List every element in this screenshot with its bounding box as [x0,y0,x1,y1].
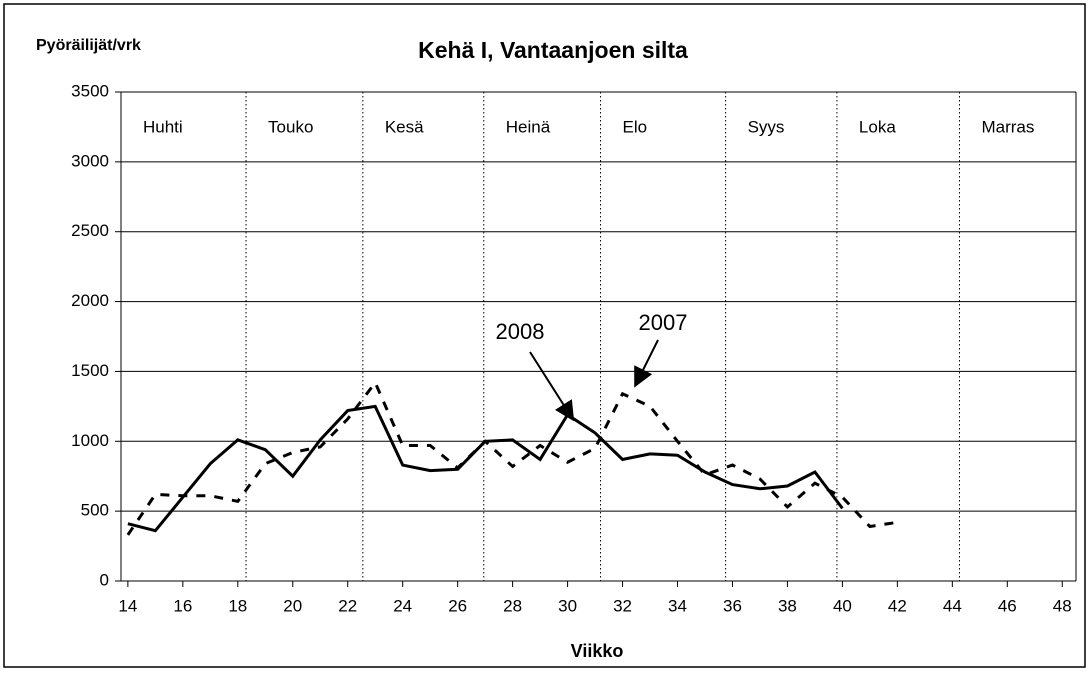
x-tick-label: 30 [558,596,577,615]
y-tick-label: 2000 [71,291,109,310]
x-tick-label: 24 [393,596,412,615]
x-tick-label: 16 [173,596,192,615]
y-tick-label: 1500 [71,361,109,380]
frame [3,3,1086,668]
month-label: Heinä [506,117,551,136]
y-tick-label: 500 [81,501,109,520]
y-tick-label: 0 [100,570,109,589]
x-tick-label: 46 [998,596,1017,615]
y-tick-label: 3500 [71,81,109,100]
x-tick-label: 20 [283,596,302,615]
y-tick-label: 2500 [71,221,109,240]
month-label: Touko [268,117,313,136]
month-label: Syys [748,117,785,136]
month-label: Loka [859,117,896,136]
y-tick-label: 3000 [71,151,109,170]
month-label: Kesä [385,117,424,136]
callout-arrow [634,339,659,388]
series-label: 2008 [496,319,545,344]
series-line [126,379,898,536]
x-tick-label: 22 [338,596,357,615]
x-tick-label: 26 [448,596,467,615]
x-tick-label: 48 [1053,596,1072,615]
month-label: Elo [623,117,648,136]
x-tick-label: 28 [503,596,522,615]
x-tick-label: 44 [943,596,962,615]
x-tick-label: 42 [888,596,907,615]
month-label: Huhti [143,117,183,136]
chart-title: Kehä I, Vantaanjoen silta [418,37,688,63]
month-label: Marras [981,117,1034,136]
x-tick-label: 32 [613,596,632,615]
y-axis-label: Pyöräilijät/vrk [36,37,141,54]
x-tick-label: 38 [778,596,797,615]
x-tick-label: 34 [668,596,687,615]
series-label: 2007 [639,310,688,335]
x-tick-label: 40 [833,596,852,615]
x-tick-label: 36 [723,596,742,615]
x-tick-label: 18 [228,596,247,615]
y-tick-label: 1000 [71,431,109,450]
callout-arrow [529,351,575,422]
x-axis-label: Viikko [571,641,624,661]
x-tick-label: 14 [118,596,137,615]
